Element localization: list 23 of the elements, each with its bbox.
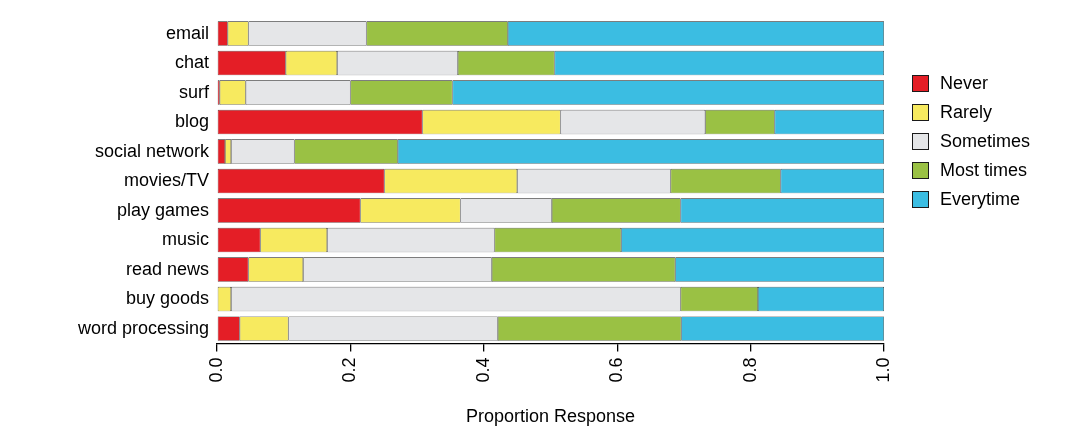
y-tick-label: read news [126,258,210,279]
x-tick-label: 0.8 [739,357,760,383]
y-tick-label: movies/TV [124,170,210,191]
legend-label: Rarely [940,101,993,123]
x-tick-label: 1.0 [872,357,893,383]
y-tick-label: buy goods [125,288,210,309]
x-tick-label: 0.2 [339,357,360,383]
legend-label: Never [940,72,989,94]
y-tick-label: social network [95,140,211,161]
y-tick-label: chat [175,52,210,73]
x-tick-label: 0.4 [472,357,493,383]
legend-label: Everytime [940,188,1021,210]
x-tick-label: 0.6 [606,357,627,383]
y-tick-label: blog [175,111,210,132]
y-tick-label: surf [179,81,211,102]
x-tick-label: 0.0 [206,357,227,383]
y-tick-label: play games [117,199,210,220]
y-tick-label: music [162,229,210,250]
x-axis-title: Proportion Response [465,406,636,427]
y-tick-label: word processing [77,317,210,338]
legend-label: Most times [940,159,1028,181]
y-tick-label: email [166,22,210,43]
legend-label: Sometimes [940,130,1031,152]
